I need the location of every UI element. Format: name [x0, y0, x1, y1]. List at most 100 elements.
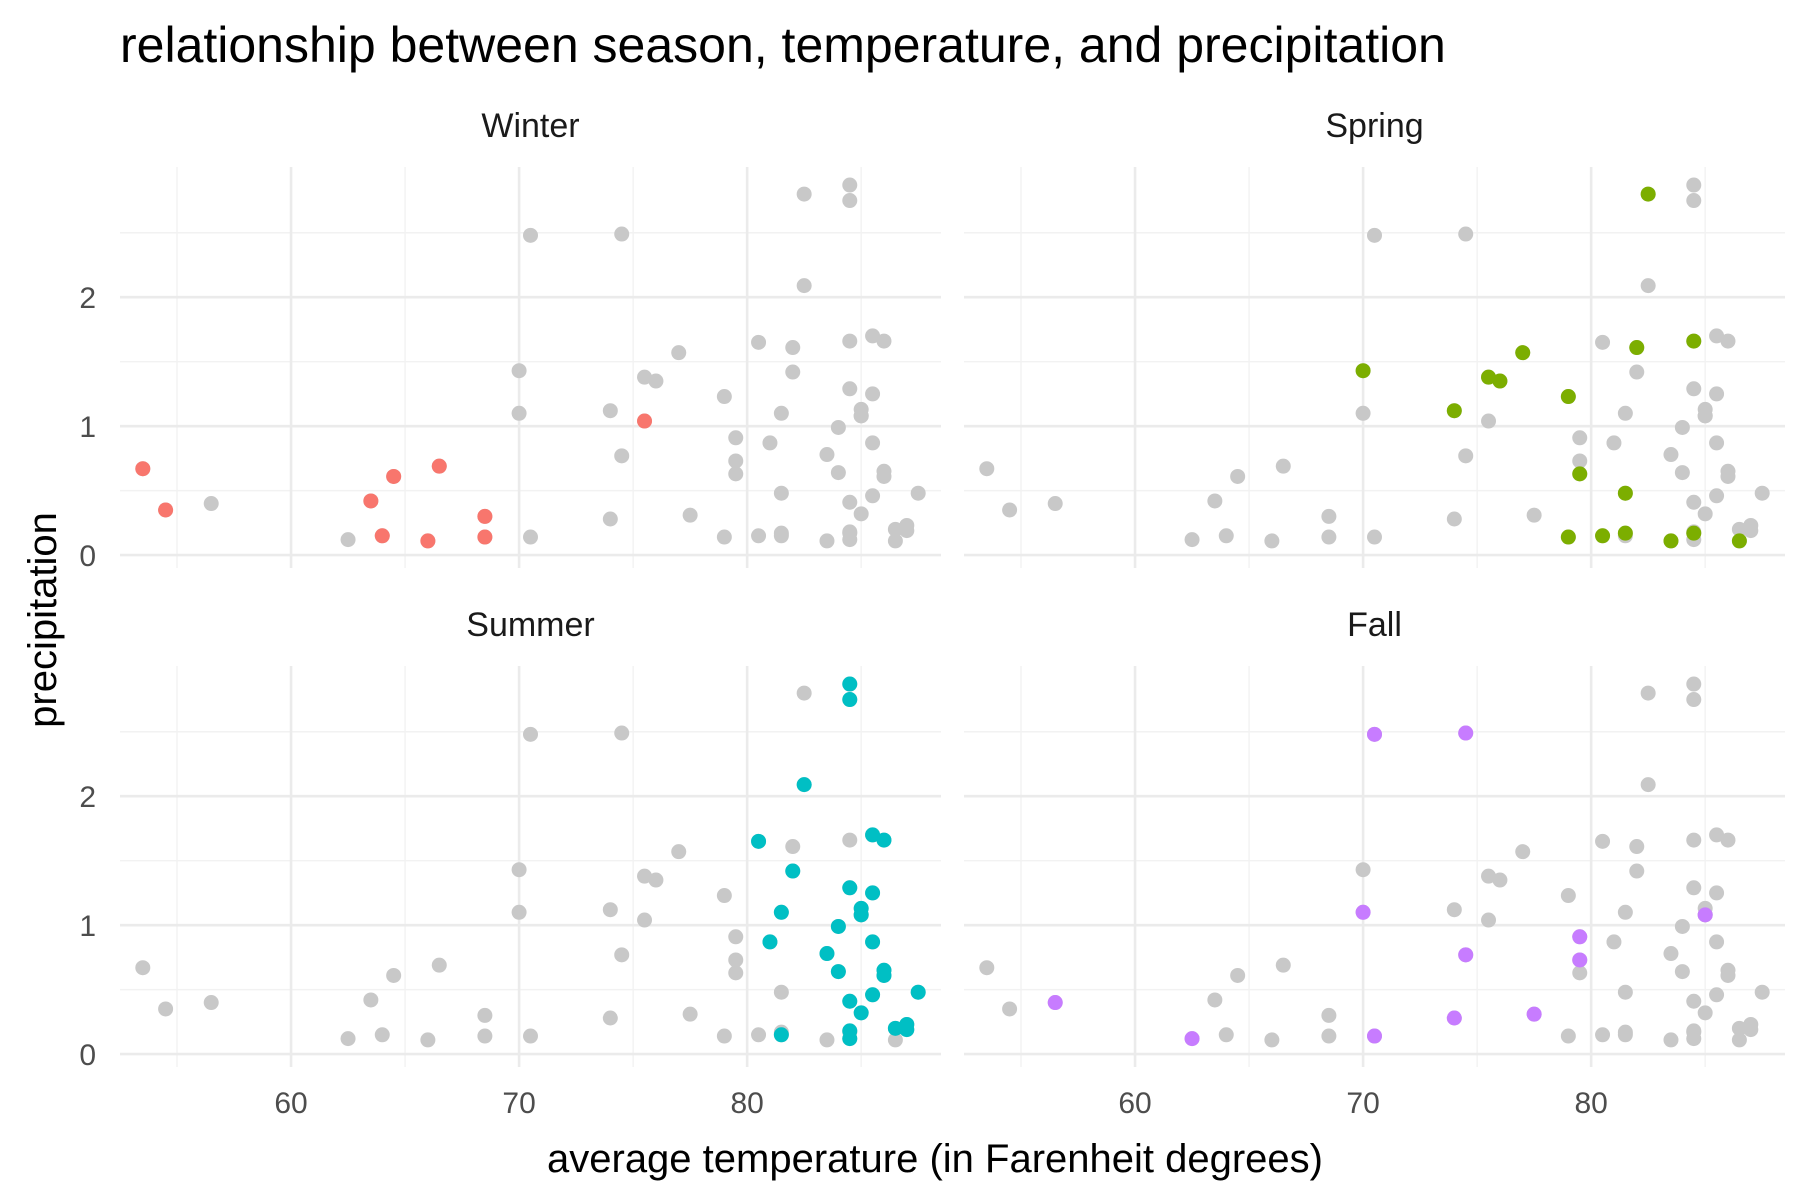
background-point: [1674, 465, 1690, 481]
background-point: [1686, 676, 1702, 692]
y-tick-label: 1: [79, 910, 96, 943]
data-point-fall: [1697, 907, 1713, 923]
panel-spring: Spring: [964, 107, 1785, 568]
gridlines-spring: [964, 167, 1785, 568]
facet-label-winter: Winter: [481, 107, 579, 145]
data-point-spring: [1731, 533, 1747, 549]
background-point: [1606, 435, 1622, 451]
background-point: [523, 1028, 538, 1044]
background-point: [1686, 177, 1702, 193]
background-point: [1492, 872, 1508, 888]
background-point: [1047, 496, 1063, 512]
x-tick-label: 60: [274, 1087, 307, 1120]
background-point: [1572, 965, 1588, 981]
background-point: [1743, 523, 1759, 539]
background-point: [1686, 193, 1702, 209]
background-point: [386, 967, 402, 983]
background-point: [1355, 862, 1371, 878]
background-point: [1674, 419, 1690, 435]
background-point: [420, 1032, 436, 1048]
background-point: [1560, 888, 1576, 904]
background-point: [1595, 334, 1611, 350]
background-point: [1629, 364, 1645, 380]
background-point: [1002, 502, 1018, 518]
data-point-summer: [842, 1031, 858, 1047]
background-point: [830, 419, 846, 435]
background-point: [648, 373, 664, 389]
background-point: [602, 902, 618, 918]
data-point-winter: [386, 468, 402, 484]
background-point: [1686, 1031, 1702, 1047]
background-point: [203, 496, 219, 512]
background-point: [1595, 1027, 1611, 1043]
background-point: [876, 333, 892, 349]
background-point: [1321, 1007, 1337, 1023]
y-tick-label: 2: [79, 781, 96, 814]
panel-summer: Summer 0 1 2 60 70 80: [79, 606, 941, 1120]
data-point-summer: [819, 946, 835, 962]
data-point-spring: [1686, 525, 1702, 541]
data-point-summer: [865, 934, 881, 950]
facet-label-fall: Fall: [1347, 606, 1402, 644]
y-axis-title: precipitation: [21, 512, 65, 728]
data-point-winter: [637, 413, 653, 429]
x-tick-label: 70: [1346, 1087, 1379, 1120]
background-point: [682, 1006, 698, 1022]
background-point: [340, 1031, 356, 1047]
background-point: [819, 533, 835, 549]
data-point-winter: [431, 458, 447, 474]
background-point: [523, 529, 538, 545]
data-point-fall: [1458, 725, 1474, 741]
background-point: [842, 494, 858, 510]
background-point: [1697, 506, 1713, 522]
background-point: [1617, 1027, 1633, 1043]
data-point-winter: [158, 502, 174, 518]
background-point: [773, 984, 789, 1000]
data-point-spring: [1617, 485, 1633, 501]
background-point: [1731, 521, 1747, 537]
data-point-summer: [796, 777, 812, 793]
background-point: [979, 461, 995, 477]
background-point: [374, 1027, 390, 1043]
data-point-summer: [865, 885, 881, 901]
background-point: [523, 726, 538, 742]
background-point: [887, 1032, 903, 1048]
background-point: [1572, 453, 1588, 469]
background-point: [1720, 832, 1736, 848]
data-point-spring: [1446, 403, 1462, 419]
background-point: [785, 839, 801, 855]
x-tick-label: 80: [1574, 1087, 1607, 1120]
data-point-spring: [1492, 373, 1508, 389]
background-point: [1720, 468, 1736, 484]
data-point-winter: [374, 528, 390, 544]
data-point-fall: [1367, 1028, 1382, 1044]
background-point: [511, 363, 527, 379]
background-point: [1686, 381, 1702, 397]
y-tick-label: 2: [79, 282, 96, 315]
background-point: [728, 466, 744, 482]
data-point-summer: [842, 676, 858, 692]
background-point: [1207, 493, 1223, 509]
background-point: [1446, 902, 1462, 918]
background-point: [1640, 685, 1656, 701]
background-point: [1595, 833, 1611, 849]
data-point-spring: [1663, 533, 1679, 549]
background-point: [1184, 532, 1200, 548]
background-point: [842, 333, 858, 349]
data-point-summer: [751, 833, 767, 849]
data-point-fall: [1367, 726, 1382, 742]
data-point-winter: [477, 529, 493, 545]
data-point-spring: [1560, 389, 1576, 405]
data-point-summer: [830, 918, 846, 934]
background-point: [614, 448, 630, 464]
season-points-winter: [135, 413, 653, 549]
background-point: [1230, 967, 1246, 983]
background-point: [1663, 447, 1679, 463]
background-point: [1230, 468, 1246, 484]
background-point: [671, 844, 687, 860]
background-point: [887, 521, 903, 537]
background-point: [1321, 1028, 1337, 1044]
background-point: [1617, 405, 1633, 421]
background-point: [728, 430, 744, 446]
data-point-summer: [842, 692, 858, 708]
